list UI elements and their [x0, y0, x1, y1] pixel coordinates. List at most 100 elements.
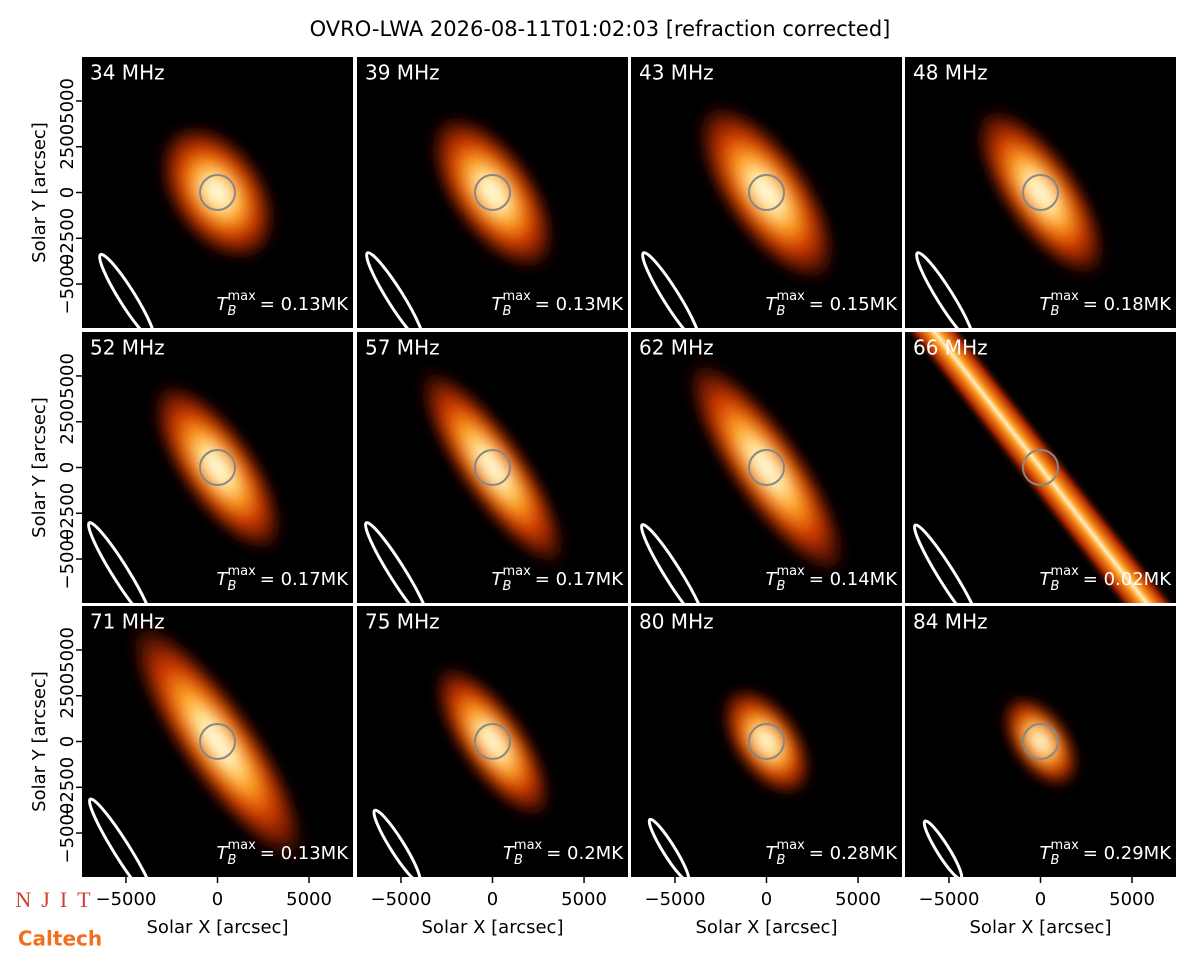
solar-disk [474, 449, 511, 486]
frequency-label: 39 MHz [365, 61, 440, 85]
panel [357, 57, 628, 328]
tb-max-label: TBmax = 0.13MK [217, 838, 350, 868]
frequency-label: 71 MHz [90, 610, 165, 634]
tb-symbol: T [492, 569, 505, 590]
tb-subscript: B [1051, 579, 1060, 594]
tb-superscript: max [502, 289, 531, 304]
frequency-label: 75 MHz [365, 610, 440, 634]
tb-value: = 0.17MK [260, 569, 349, 590]
beam [647, 817, 691, 877]
solar-disk [1022, 723, 1059, 760]
frequency-label: 34 MHz [90, 61, 165, 85]
y-tick-label: 2500 [57, 673, 78, 719]
frequency-label: 52 MHz [90, 336, 165, 360]
tb-subscript: B [228, 853, 237, 868]
beam [912, 523, 982, 603]
tb-subscript: B [503, 304, 512, 319]
panel [631, 332, 902, 603]
x-tick-label: 5000 [286, 889, 332, 910]
tb-subscript: B [514, 853, 523, 868]
x-tick-label: −5000 [371, 889, 432, 910]
beam [364, 521, 430, 603]
panel [631, 57, 902, 328]
tb-symbol: T [492, 294, 505, 315]
tb-superscript: max [502, 564, 531, 579]
beam [87, 521, 153, 603]
solar-disk [199, 723, 236, 760]
tb-value: = 0.13MK [260, 843, 349, 864]
tb-symbol: T [217, 294, 230, 315]
tb-superscript: max [1050, 289, 1079, 304]
solar-disk [748, 174, 785, 211]
y-tick-label: −2500 [57, 757, 78, 818]
solar-disk [474, 723, 511, 760]
tb-subscript: B [503, 579, 512, 594]
beam [98, 252, 156, 328]
y-tick-label: 5000 [57, 78, 78, 124]
x-tick-label: 0 [761, 889, 772, 910]
tb-value: = 0.14MK [809, 569, 898, 590]
x-tick-label: 5000 [561, 889, 607, 910]
y-tick-label: 5000 [57, 353, 78, 399]
tb-symbol: T [503, 843, 516, 864]
tb-max-label: TBmax = 0.17MK [217, 564, 350, 594]
y-axis-label: Solar Y [arcsec] [29, 671, 50, 812]
x-axis-label: Solar X [arcsec] [696, 917, 838, 938]
solar-disk [1022, 174, 1059, 211]
tb-superscript: max [776, 838, 805, 853]
caltech-logo: Caltech [18, 927, 102, 951]
panel [905, 57, 1176, 328]
y-tick-label: 2500 [57, 124, 78, 170]
tb-subscript: B [228, 304, 237, 319]
tb-subscript: B [777, 304, 786, 319]
frequency-label: 57 MHz [365, 336, 440, 360]
solar-disk [474, 174, 511, 211]
x-tick-label: 0 [487, 889, 498, 910]
y-tick-label: −5000 [57, 529, 78, 590]
emission [155, 120, 280, 265]
tb-superscript: max [1050, 838, 1079, 853]
emission [415, 363, 570, 572]
tb-subscript: B [228, 579, 237, 594]
x-tick-label: 5000 [1109, 889, 1155, 910]
y-tick-label: −2500 [57, 483, 78, 544]
emission [125, 616, 310, 867]
tb-max-label: TBmax = 0.14MK [766, 564, 899, 594]
panel [82, 57, 353, 328]
x-tick-label: 5000 [835, 889, 881, 910]
frequency-label: 62 MHz [639, 336, 714, 360]
tb-value: = 0.13MK [260, 294, 349, 315]
panel [357, 332, 628, 603]
x-tick-label: 0 [1035, 889, 1046, 910]
tb-value: = 0.13MK [535, 294, 624, 315]
beam [922, 819, 964, 877]
tb-symbol: T [766, 294, 779, 315]
tb-superscript: max [227, 289, 256, 304]
y-tick-label: 0 [57, 187, 78, 198]
panel [905, 332, 1176, 603]
tb-max-label: TBmax = 0.28MK [766, 838, 899, 868]
solar-disk [199, 174, 236, 211]
tb-symbol: T [1040, 569, 1053, 590]
frequency-label: 80 MHz [639, 610, 714, 634]
emission [971, 103, 1110, 282]
beam [915, 251, 975, 328]
x-axis-label: Solar X [arcsec] [422, 917, 564, 938]
frequency-label: 43 MHz [639, 61, 714, 85]
tb-max-label: TBmax = 0.18MK [1040, 289, 1173, 319]
tb-superscript: max [776, 564, 805, 579]
tb-value: = 0.18MK [1083, 294, 1172, 315]
tb-value: = 0.02MK [1083, 569, 1172, 590]
y-axis-label: Solar Y [arcsec] [29, 397, 50, 538]
tb-subscript: B [1051, 853, 1060, 868]
tb-max-label: TBmax = 0.15MK [766, 289, 899, 319]
tb-symbol: T [1040, 294, 1053, 315]
y-tick-label: 5000 [57, 627, 78, 673]
frequency-label: 66 MHz [913, 336, 988, 360]
tb-superscript: max [227, 564, 256, 579]
tb-superscript: max [776, 289, 805, 304]
solar-disk [748, 449, 785, 486]
tb-subscript: B [777, 579, 786, 594]
tb-value: = 0.17MK [535, 569, 624, 590]
